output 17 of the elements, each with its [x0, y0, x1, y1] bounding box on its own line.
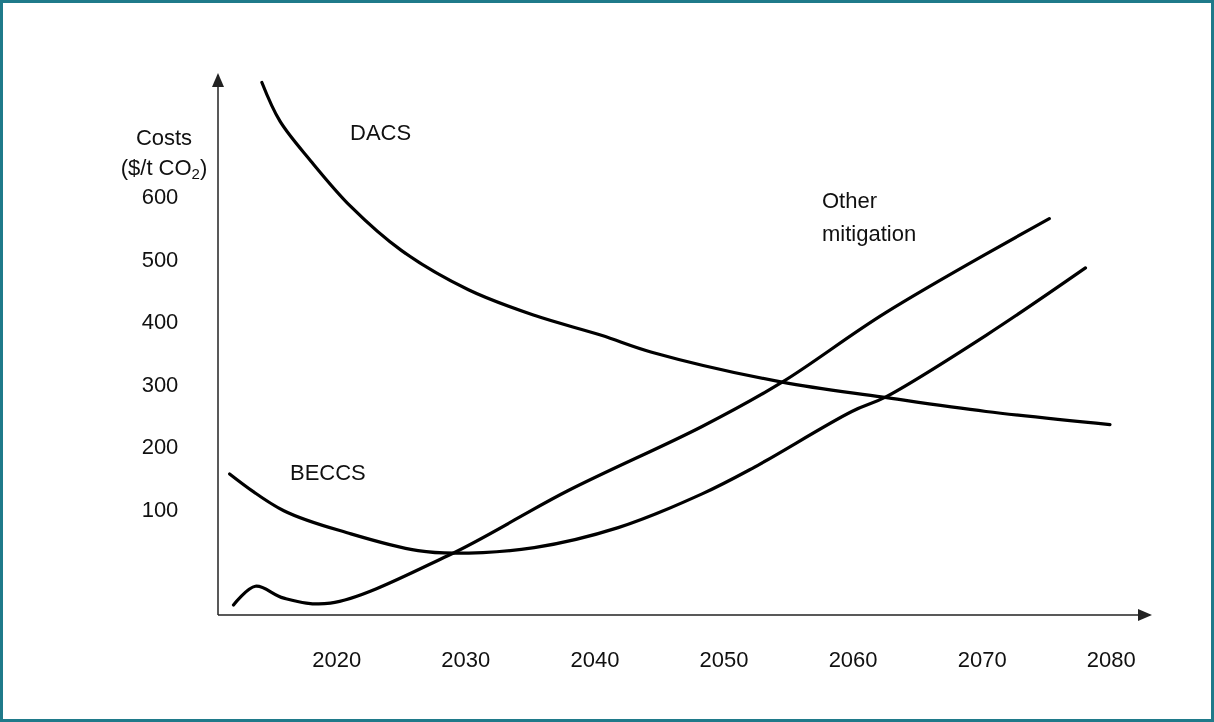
x-tick-label: 2050	[699, 647, 749, 672]
y-tick-label: 400	[141, 309, 179, 335]
y-tick-label: 200	[141, 434, 179, 460]
y-tick-label: 300	[141, 371, 179, 397]
y-tick-label: 100	[141, 496, 179, 522]
y-axis-title: Costs ($/t CO$_{2}$)	[120, 125, 208, 182]
x-tick-label: 2040	[570, 647, 620, 672]
x-tick-label: 2070	[957, 647, 1007, 672]
y-tick-label: 500	[141, 246, 179, 272]
x-tick-label: 2030	[441, 647, 491, 672]
y-tick-label: 600	[141, 184, 179, 210]
series-label: DACS	[350, 120, 412, 145]
x-tick-label: 2080	[1086, 647, 1136, 672]
series-label: Other mitigation	[822, 188, 917, 246]
x-tick-label: 2020	[312, 647, 362, 672]
series-label: BECCS	[290, 460, 366, 485]
x-tick-label: 2060	[828, 647, 878, 672]
